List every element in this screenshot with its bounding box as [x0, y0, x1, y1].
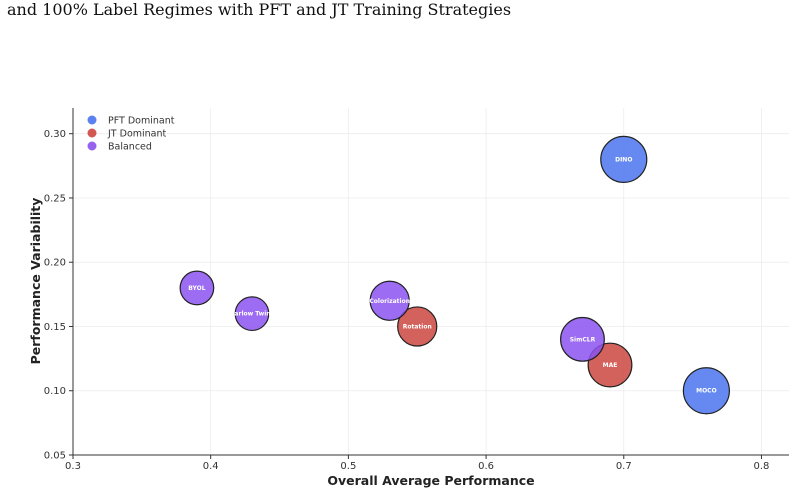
legend-marker [87, 128, 97, 138]
y-tick-label: 0.25 [44, 193, 66, 204]
y-tick-label: 0.20 [44, 258, 66, 269]
bubble-label: Barlow Twins [230, 311, 275, 318]
bubble-label: MOCO [696, 388, 717, 395]
chart-title: and 100% Label Regimes with PFT and JT T… [7, 0, 512, 19]
grid [72, 108, 789, 456]
bubble-colorization [369, 280, 410, 321]
x-tick-label: 0.6 [478, 461, 494, 472]
x-axis-label: Overall Average Performance [327, 473, 534, 488]
x-tick-label: 0.5 [340, 461, 356, 472]
legend-label: JT Dominant [107, 129, 167, 140]
ticks: 0.3 0.4 0.5 0.6 0.7 0.8 0.05 0.10 0.15 0.20 0.25 0.… [44, 129, 770, 472]
bubble-label: Colorization [369, 298, 410, 305]
x-tick-label: 0.7 [616, 461, 632, 472]
x-tick-label: 0.3 [65, 461, 81, 472]
bubble-barlow-twins [234, 296, 270, 332]
axes [72, 108, 789, 456]
bubble-label: MAE [603, 362, 618, 369]
bubble-moco [682, 367, 730, 415]
bubble-labels: DINO MOCO Rotation MAE BYOL Barlow Twins Color… [188, 156, 716, 394]
bubble-label: Rotation [403, 323, 432, 330]
x-tick-label: 0.8 [754, 461, 770, 472]
legend-marker [87, 115, 97, 125]
y-tick-label: 0.30 [44, 129, 66, 140]
y-tick-label: 0.10 [44, 386, 66, 397]
bubble-label: BYOL [188, 285, 205, 292]
bubble-byol [179, 270, 215, 306]
legend-label: PFT Dominant [108, 116, 175, 127]
bubble-label: SimCLR [570, 336, 596, 343]
legend-marker [87, 141, 97, 151]
x-tick-label: 0.4 [203, 461, 219, 472]
legend-label: Balanced [108, 142, 152, 153]
bubble-dino [600, 135, 648, 184]
y-tick-label: 0.05 [44, 451, 66, 462]
bubble-rotation [397, 306, 438, 347]
bubble-simclr [560, 316, 605, 362]
y-axis-label: Performance Variability [28, 198, 43, 365]
legend: PFT Dominant JT Dominant Balanced [87, 115, 175, 153]
bubble-label: DINO [615, 156, 632, 163]
y-tick-label: 0.15 [44, 322, 66, 333]
bubbles [179, 135, 730, 415]
